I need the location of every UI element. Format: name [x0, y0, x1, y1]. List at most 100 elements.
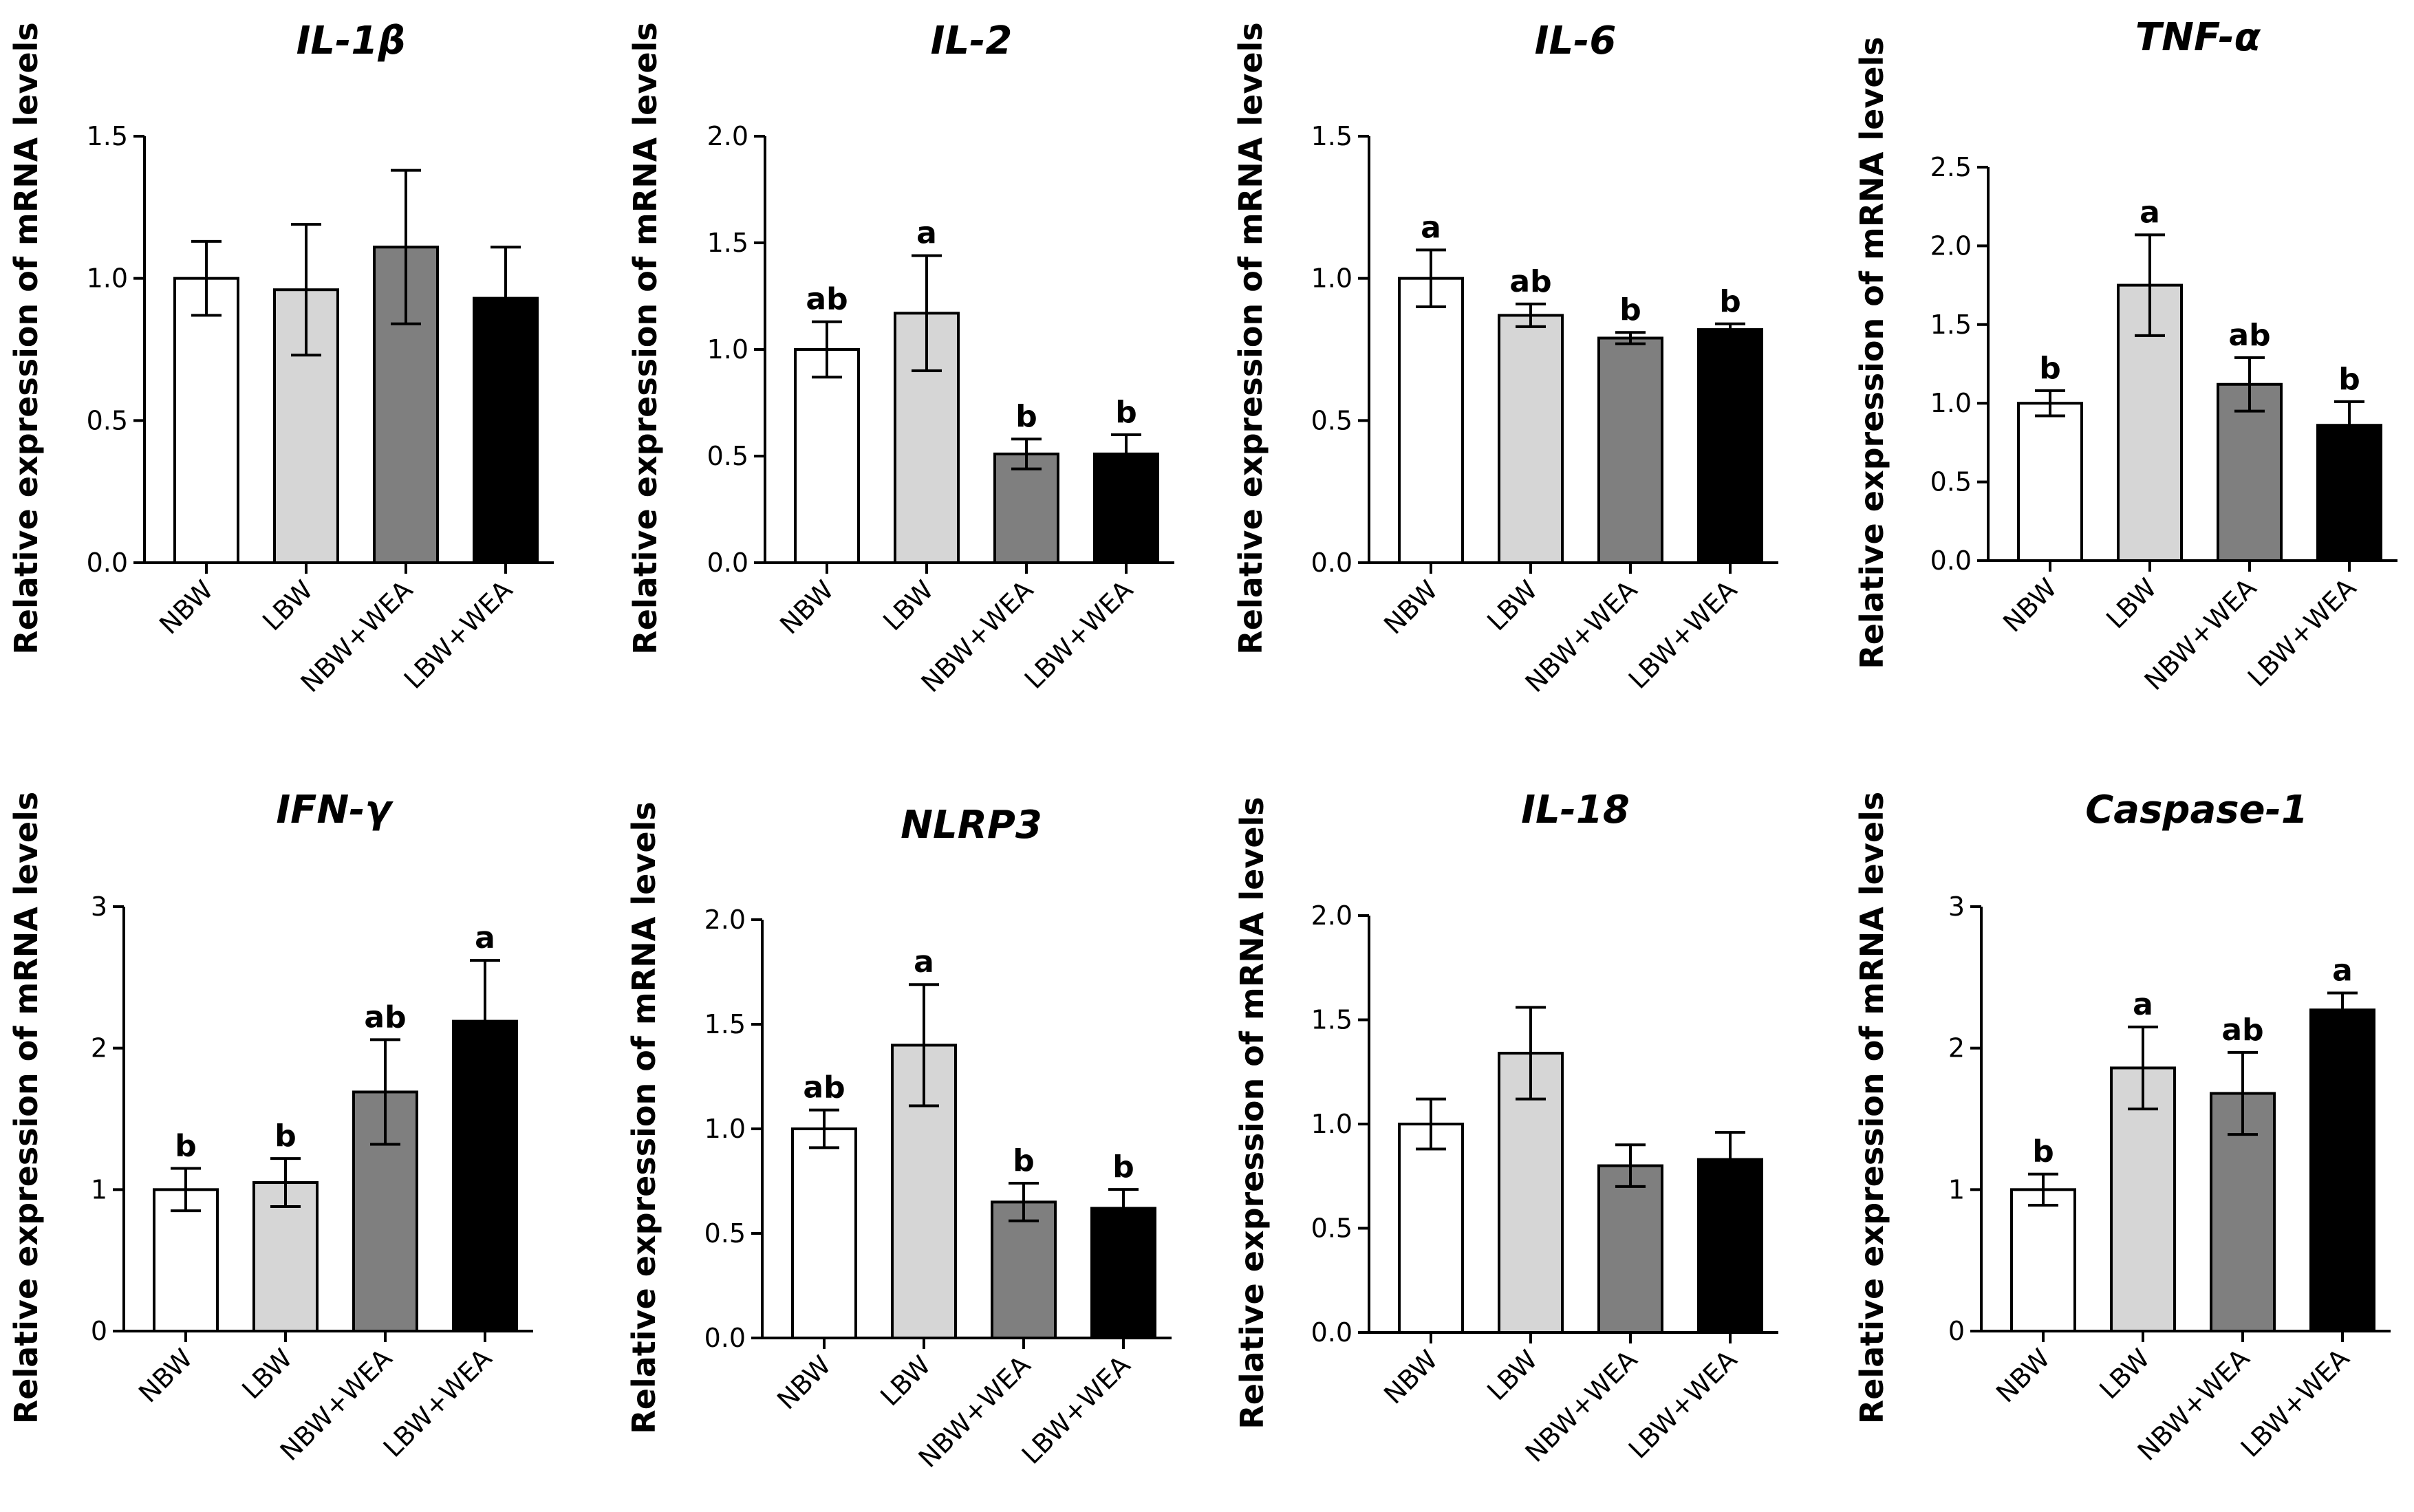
significance-label: a: [2133, 987, 2153, 1022]
x-tick-label: LBW: [257, 574, 319, 636]
significance-label: b: [2032, 1134, 2054, 1169]
panel-il2: IL-2 Relative expression of mRNA levels 0.…: [627, 19, 1174, 698]
x-tick-label: NBW: [1378, 1344, 1443, 1410]
y-tick-label: 0: [91, 1316, 107, 1346]
y-tick-label: 1.0: [1311, 1109, 1353, 1139]
panel-il6: IL-6 Relative expression of mRNA levels 0.…: [1232, 19, 1778, 698]
y-tick-label: 1.0: [1930, 388, 1972, 418]
panel-title: TNF-α: [2135, 15, 2261, 60]
y-tick-label: 0: [1948, 1316, 1965, 1346]
bar: [1498, 314, 1564, 564]
x-tick-label: LBW: [1481, 1344, 1543, 1406]
y-tick-label: 2.5: [1930, 152, 1972, 182]
significance-label: b: [274, 1119, 297, 1154]
y-axis-title: Relative expression of mRNA levels: [625, 801, 662, 1434]
y-tick-label: 2.0: [1311, 900, 1353, 931]
panel-title: IL-2: [931, 19, 1013, 63]
bar: [1697, 1158, 1763, 1335]
y-tick-label: 0.0: [704, 1323, 746, 1353]
significance-label: b: [175, 1128, 197, 1163]
panel-title: IFN-γ: [276, 788, 394, 832]
bar: [1090, 1207, 1156, 1340]
bar: [991, 1200, 1057, 1340]
significance-label: ab: [2221, 1013, 2263, 1048]
bar: [894, 312, 960, 564]
y-axis-title: Relative expression of mRNA levels: [1853, 36, 1890, 669]
y-tick-label: 0.5: [707, 441, 748, 471]
bar: [1697, 328, 1763, 564]
y-tick-label: 0.5: [87, 405, 128, 435]
y-axis-title: Relative expression of mRNA levels: [8, 22, 45, 654]
panel-il18: IL-18 Relative expression of mRNA levels 0…: [1233, 788, 1778, 1468]
significance-label: b: [2039, 351, 2061, 386]
x-tick-label: LBW+WEA: [1019, 574, 1139, 695]
panel-il1b: IL-1β Relative expression of mRNA levels 0…: [8, 19, 554, 698]
bar: [2309, 1008, 2375, 1333]
y-tick-label: 0.5: [1930, 467, 1972, 497]
panel-title: IL-1β: [297, 19, 406, 63]
bar: [173, 277, 239, 564]
y-tick-label: 2.0: [707, 121, 748, 151]
panel-title: Caspase-1: [2085, 788, 2308, 832]
panel-caspase1: Caspase-1 Relative expression of mRNA lev…: [1853, 788, 2391, 1467]
x-tick-label: NBW: [1378, 574, 1443, 640]
significance-label: a: [2140, 195, 2160, 230]
x-tick-label: LBW: [874, 1350, 936, 1412]
y-tick-label: 2.0: [1930, 230, 1972, 261]
significance-label: a: [2332, 953, 2353, 988]
y-axis-title: Relative expression of mRNA levels: [1232, 22, 1269, 654]
bar: [794, 348, 860, 564]
y-tick-label: 0.5: [1311, 405, 1353, 435]
y-axis-title: Relative expression of mRNA levels: [1853, 792, 1890, 1424]
x-tick-label: LBW: [877, 574, 939, 636]
y-tick-label: 0.5: [704, 1218, 746, 1249]
x-tick-label: LBW+WEA: [1016, 1350, 1136, 1470]
x-tick-label: LBW: [1481, 574, 1543, 636]
significance-label: a: [475, 920, 495, 955]
significance-label: b: [1112, 1149, 1134, 1185]
significance-label: b: [1115, 395, 1137, 430]
y-tick-label: 0.5: [1311, 1213, 1353, 1244]
y-axis-title: Relative expression of mRNA levels: [1233, 797, 1271, 1429]
y-tick-label: 0.0: [707, 548, 748, 578]
y-tick-label: 1.0: [1311, 263, 1353, 294]
x-tick-label: LBW+WEA: [1623, 1344, 1743, 1465]
bar: [791, 1127, 857, 1339]
y-tick-label: 2: [91, 1033, 107, 1063]
y-tick-label: 1: [1948, 1174, 1965, 1205]
x-tick-label: LBW: [2100, 572, 2162, 634]
y-tick-label: 1.5: [1311, 1005, 1353, 1035]
y-tick-label: 0.0: [1930, 546, 1972, 576]
y-tick-label: 1.5: [1930, 310, 1972, 340]
significance-label: b: [1619, 292, 1641, 327]
y-tick-label: 0.0: [87, 548, 128, 578]
bar: [2110, 1066, 2176, 1332]
y-tick-label: 1.0: [87, 263, 128, 294]
significance-label: b: [1015, 399, 1037, 434]
bar: [1398, 1123, 1464, 1334]
panel-tnfa: TNF-α Relative expression of mRNA levels 0…: [1853, 15, 2397, 696]
panel-title: IL-18: [1521, 788, 1630, 832]
bar: [2017, 402, 2083, 563]
y-axis-title: Relative expression of mRNA levels: [627, 22, 664, 654]
y-tick-label: 1.5: [707, 228, 748, 258]
x-tick-label: LBW+WEA: [2242, 572, 2362, 693]
significance-label: ab: [803, 1070, 845, 1105]
panel-ifng: IFN-γ Relative expression of mRNA levels 0…: [8, 788, 533, 1467]
bar: [1597, 336, 1663, 564]
x-tick-label: LBW+WEA: [398, 574, 519, 695]
panel-title: NLRP3: [901, 803, 1042, 847]
y-tick-label: 2.0: [704, 905, 746, 935]
significance-label: b: [1013, 1143, 1035, 1178]
significance-label: ab: [806, 282, 848, 317]
bar: [1398, 277, 1464, 564]
significance-label: ab: [364, 1000, 406, 1035]
panel-title: IL-6: [1535, 19, 1617, 63]
x-tick-label: LBW+WEA: [1623, 574, 1743, 695]
bar: [993, 452, 1059, 565]
x-tick-label: NBW: [153, 574, 219, 640]
significance-label: a: [914, 944, 934, 980]
y-tick-label: 1.5: [87, 121, 128, 151]
y-tick-label: 3: [91, 892, 107, 922]
